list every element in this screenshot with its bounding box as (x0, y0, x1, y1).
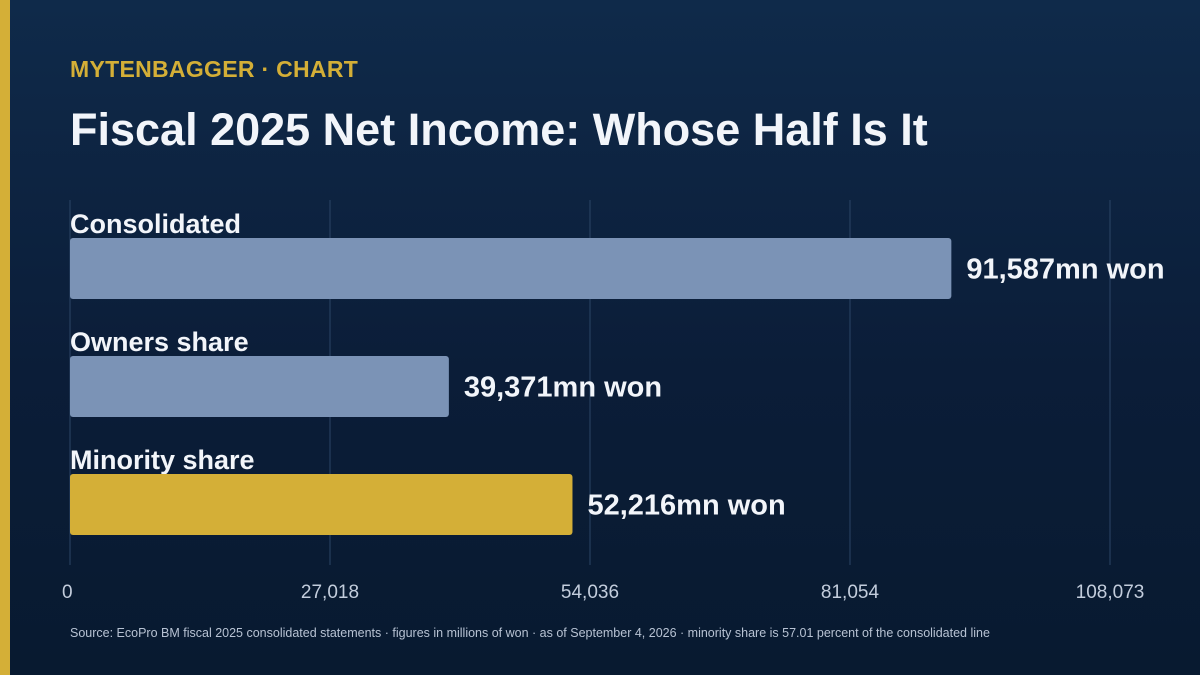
bar (70, 474, 573, 535)
value-label: 91,587mn won (966, 254, 1164, 286)
value-label: 52,216mn won (587, 490, 785, 522)
chart-title: Fiscal 2025 Net Income: Whose Half Is It (70, 104, 928, 155)
category-label: Minority share (70, 445, 255, 475)
x-axis-ticks: 0 27,018 54,036 81,054 108,073 (62, 582, 1144, 603)
bar (70, 356, 449, 417)
bar (70, 238, 952, 299)
accent-strip (0, 0, 10, 675)
x-tick-label: 81,054 (821, 582, 880, 603)
category-label: Consolidated (70, 209, 241, 239)
bars: Consolidated 91,587mn won Owners share 39,3… (70, 209, 1165, 535)
source-note: Source: EcoPro BM fiscal 2025 consolidat… (70, 626, 990, 640)
category-label: Owners share (70, 327, 249, 357)
x-tick-label: 27,018 (301, 582, 359, 603)
x-tick-label: 0 (62, 582, 73, 603)
x-tick-label: 54,036 (561, 582, 619, 603)
chart-kicker: MYTENBAGGER · CHART (70, 56, 359, 82)
value-label: 39,371mn won (464, 372, 662, 404)
x-tick-label: 108,073 (1076, 582, 1145, 603)
